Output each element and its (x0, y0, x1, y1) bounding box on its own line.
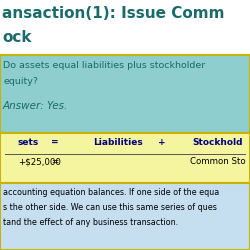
Text: sets: sets (18, 138, 39, 147)
Text: Common Sto: Common Sto (190, 157, 246, 166)
Text: ansaction(1): Issue Comm: ansaction(1): Issue Comm (2, 6, 224, 21)
Text: accounting equation balances. If one side of the equa: accounting equation balances. If one sid… (3, 188, 219, 197)
Text: ock: ock (2, 30, 32, 45)
Text: Answer: Yes.: Answer: Yes. (3, 101, 68, 111)
Text: Do assets equal liabilities plus stockholder: Do assets equal liabilities plus stockho… (3, 61, 205, 70)
Text: Liabilities: Liabilities (93, 138, 143, 147)
Text: Stockhold: Stockhold (193, 138, 243, 147)
Text: +: + (158, 138, 166, 147)
Text: s the other side. We can use this same series of ques: s the other side. We can use this same s… (3, 203, 217, 212)
FancyBboxPatch shape (0, 133, 250, 183)
Text: equity?: equity? (3, 77, 38, 86)
FancyBboxPatch shape (0, 55, 250, 133)
Text: tand the effect of any business transaction.: tand the effect of any business transact… (3, 218, 178, 227)
FancyBboxPatch shape (0, 183, 250, 250)
Text: =: = (51, 138, 59, 147)
Text: =: = (52, 157, 59, 166)
Text: +$25,000: +$25,000 (18, 157, 61, 166)
FancyBboxPatch shape (0, 0, 250, 55)
